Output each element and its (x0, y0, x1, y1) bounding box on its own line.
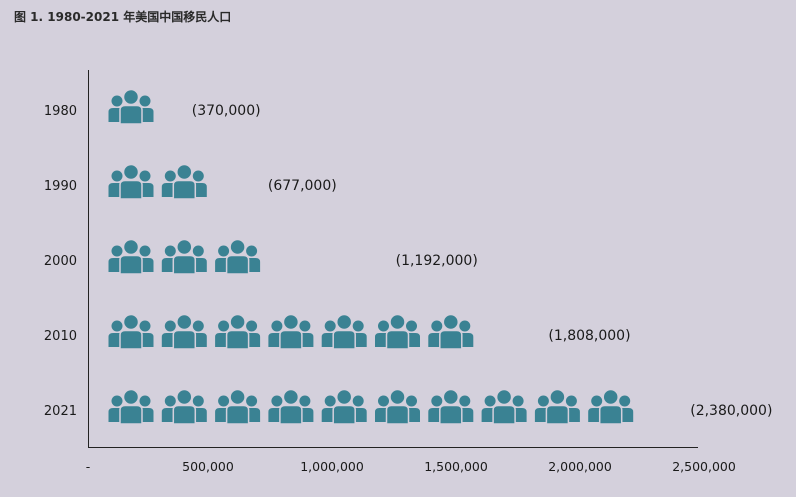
people-group-icon (267, 313, 315, 350)
x-tick-label: - (86, 459, 91, 474)
people-group-icon (374, 313, 421, 350)
data-label: (677,000) (268, 178, 337, 194)
y-tick-label: 1990 (44, 179, 77, 194)
y-tick-label: 2021 (44, 404, 77, 419)
chart-title: 图 1. 1980-2021 年美国中国移民人口 (14, 9, 231, 24)
row-2021: 2021 (2,380,000) (44, 388, 772, 425)
row-1980: 1980 (370,000) (44, 88, 261, 125)
people-group-icon (534, 388, 581, 425)
people-group-icon (214, 313, 261, 350)
people-group-icon (214, 238, 261, 275)
y-tick-label: 2000 (44, 254, 77, 269)
people-group-icon (267, 388, 315, 425)
row-1990: 1990 (677,000) (44, 163, 337, 200)
x-tick-label: 1,500,000 (424, 459, 488, 474)
y-tick-label: 2010 (44, 329, 77, 344)
row-2010: 2010 (1,808,000) (44, 313, 631, 350)
people-group-icon (161, 163, 208, 200)
x-tick-label: 2,000,000 (548, 459, 612, 474)
y-tick-label: 1980 (44, 104, 77, 119)
people-group-icon (374, 388, 421, 425)
people-group-icon (320, 313, 368, 350)
people-group-icon (107, 88, 155, 125)
row-2000: 2000 (1,192,000) (44, 238, 478, 275)
x-tick-label: 500,000 (182, 459, 234, 474)
data-label: (370,000) (192, 103, 261, 119)
data-label: (1,192,000) (396, 253, 478, 269)
people-group-icon (107, 238, 155, 275)
people-group-icon (107, 313, 155, 350)
people-group-icon (427, 313, 475, 350)
x-tick-label: 1,000,000 (300, 459, 364, 474)
people-group-icon (161, 313, 208, 350)
data-label: (2,380,000) (690, 403, 772, 419)
people-group-icon (480, 388, 528, 425)
x-tick-label: 2,500,000 (672, 459, 736, 474)
people-group-icon (161, 238, 208, 275)
people-group-icon (107, 388, 155, 425)
people-group-icon (587, 388, 634, 425)
people-group-icon (427, 388, 475, 425)
data-label: (1,808,000) (548, 328, 630, 344)
people-group-icon (161, 388, 208, 425)
people-group-icon (107, 163, 155, 200)
people-group-icon (214, 388, 261, 425)
people-group-icon (320, 388, 368, 425)
